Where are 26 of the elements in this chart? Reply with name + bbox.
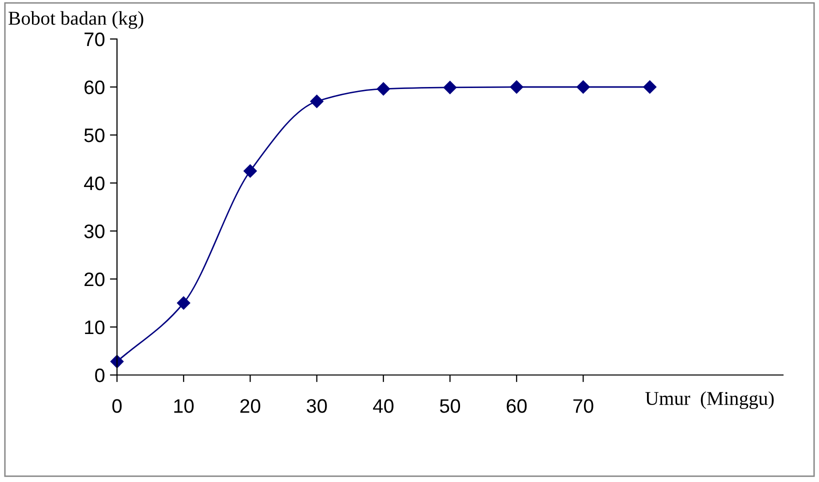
y-axis-title: Bobot badan (kg) [8, 11, 144, 29]
point [376, 82, 390, 96]
y-tick-label: 70 [84, 32, 104, 46]
point [244, 164, 257, 178]
x-tick-label: 10 [174, 399, 194, 413]
point [177, 296, 190, 310]
y-tick-label: 20 [84, 272, 104, 286]
x-tick-label: 40 [373, 399, 394, 413]
y-tick-label: 10 [85, 320, 104, 334]
x-tick-label: 20 [240, 399, 260, 413]
y-tick-label: 0 [95, 368, 104, 382]
y-tick-label: 40 [84, 176, 104, 190]
x-axis-title: Umur (Minggu) [645, 391, 774, 410]
y-tick-label: 50 [84, 128, 104, 142]
point [643, 80, 656, 94]
x-tick-label: 30 [306, 399, 327, 413]
y-tick-label: 60 [84, 80, 104, 94]
point [443, 80, 457, 94]
x-tick-label: 60 [506, 399, 527, 413]
point [510, 80, 524, 94]
y-tick-label: 30 [84, 224, 104, 238]
point [310, 94, 324, 108]
point [576, 80, 590, 94]
x-tick-label: 0 [112, 399, 122, 413]
x-tick-label: 50 [440, 399, 460, 413]
x-tick-label: 70 [573, 399, 594, 413]
